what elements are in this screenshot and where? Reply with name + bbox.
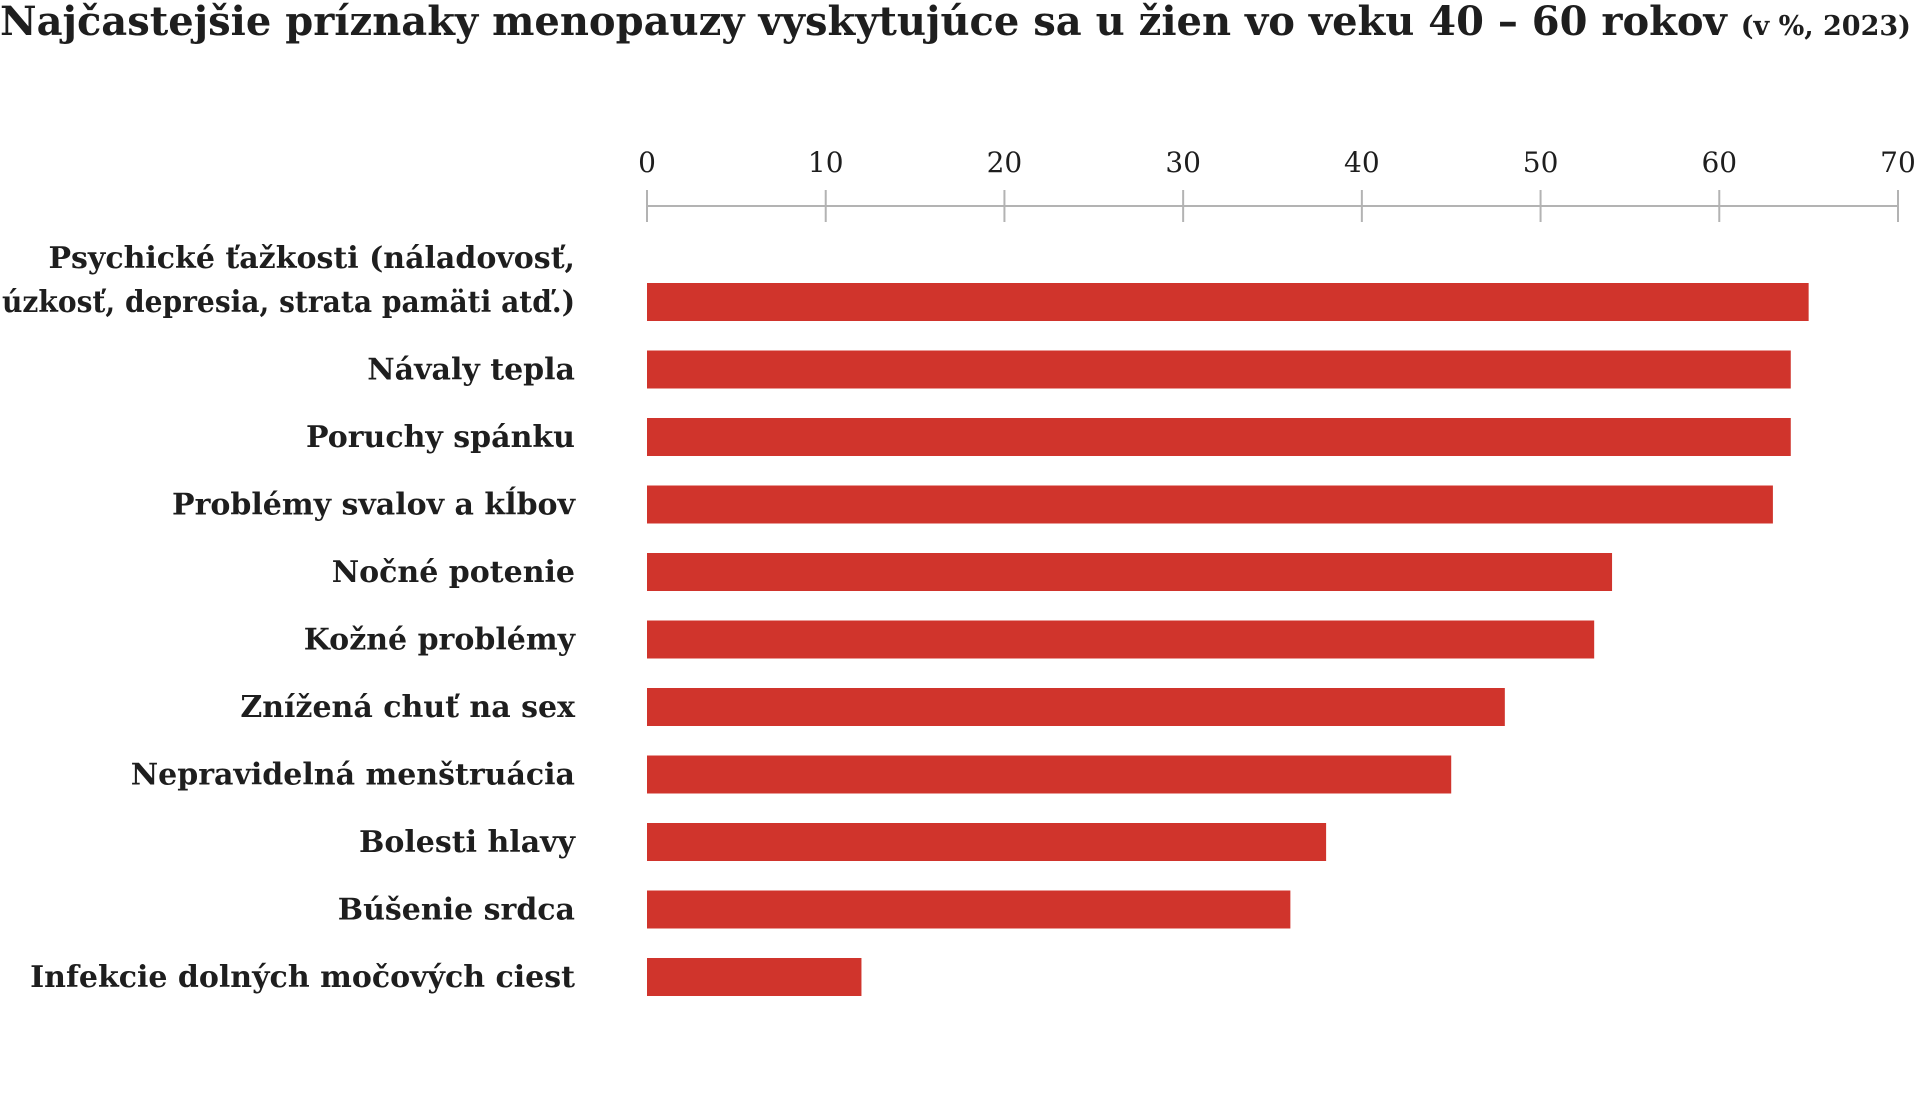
category-label: Nepravidelná menštruácia	[131, 758, 575, 793]
bar	[647, 755, 1452, 794]
bar	[647, 350, 1791, 389]
chart-title-text: Najčastejšie príznaky menopauzy vyskytuj…	[0, 0, 1727, 45]
x-tick-label: 20	[987, 146, 1023, 179]
bar	[647, 688, 1505, 726]
chart-title: Najčastejšie príznaky menopauzy vyskytuj…	[0, 0, 1911, 49]
category-label: Znížená chuť na sex	[240, 690, 576, 725]
x-tick-label: 0	[638, 146, 656, 179]
category-label: Kožné problémy	[304, 623, 577, 658]
x-tick-label: 70	[1880, 146, 1916, 179]
bar	[647, 485, 1773, 524]
x-tick-label: 10	[808, 146, 844, 179]
category-label: Búšenie srdca	[338, 893, 575, 928]
bar	[647, 823, 1327, 861]
x-tick-label: 30	[1165, 146, 1201, 179]
x-tick-label: 60	[1701, 146, 1737, 179]
bar	[647, 283, 1809, 321]
category-label: Psychické ťažkosti (náladovosť,	[48, 241, 575, 276]
x-axis: 0 10 20 30 40 50 60 70	[638, 146, 1916, 222]
category-label: Problémy svalov a kĺbov	[172, 487, 577, 523]
category-label: úzkosť, depresia, strata pamäti atď.)	[2, 285, 575, 320]
x-tick-label: 50	[1523, 146, 1559, 179]
category-label: Bolesti hlavy	[359, 825, 577, 860]
category-label: Návaly tepla	[367, 353, 575, 388]
bar	[647, 958, 862, 996]
bar	[647, 553, 1613, 591]
x-tick-label: 40	[1344, 146, 1380, 179]
chart-subtitle: (v %, 2023)	[1740, 11, 1911, 42]
bar	[647, 890, 1291, 929]
bar	[647, 620, 1595, 659]
bar	[647, 418, 1791, 456]
category-label: Infekcie dolných močových ciest	[30, 960, 575, 995]
category-label: Poruchy spánku	[306, 420, 575, 455]
bars	[647, 283, 1809, 996]
category-labels: Psychické ťažkosti (náladovosť, úzkosť, d…	[2, 241, 577, 995]
category-label: Nočné potenie	[332, 555, 575, 590]
